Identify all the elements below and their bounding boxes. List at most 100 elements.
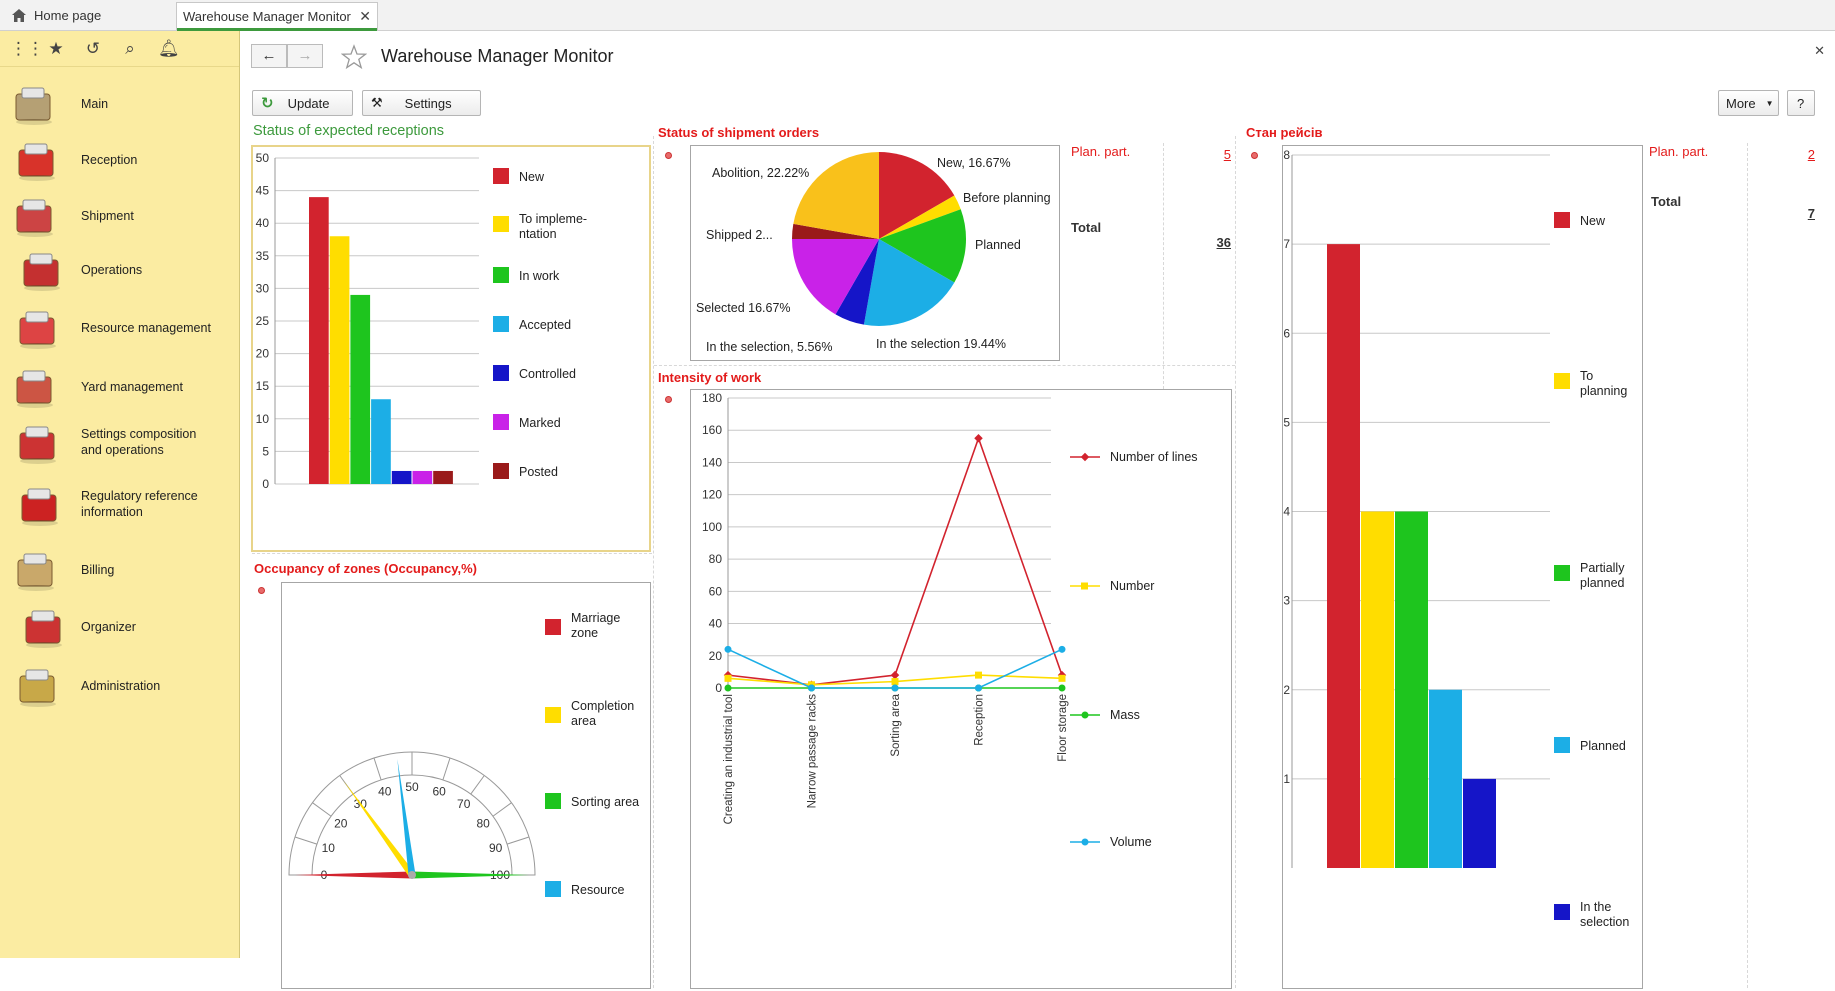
sidebar-item-label: Operations [81,262,142,278]
bar [392,471,412,484]
sidebar-item[interactable]: Settings composition and operations [0,421,240,465]
gauge-tick-label: 70 [457,797,471,811]
legend-swatch [1554,737,1570,753]
sidebar-item[interactable]: Main [0,82,240,126]
tools-icon: ⚒ [371,95,383,111]
gauge-tick-label: 40 [378,784,392,798]
y-tick-label: 160 [702,423,722,437]
sidebar-item[interactable]: Shipment [0,194,240,238]
pie-label: New, 16.67% [937,156,1011,170]
sidebar-item-label: Regulatory reference information [81,488,211,520]
sidebar-item-label: Main [81,96,108,112]
pie-label: Selected 16.67% [696,301,791,315]
y-tick-label: 40 [709,617,723,631]
bar [350,295,370,484]
sidebar-item-label: Shipment [81,208,134,224]
pie-label: In the selection, 5.56% [706,340,832,354]
close-tab-icon[interactable]: ✕ [359,8,371,25]
data-point [725,646,732,653]
y-tick-label: 20 [256,347,270,361]
desk-lamp-icon [12,82,58,126]
y-tick-label: 6 [1283,326,1290,340]
intensity-title: Intensity of work [658,370,761,385]
shipments-total-value[interactable]: 36 [1191,235,1231,250]
shipments-total-label: Total [1071,220,1101,235]
apps-grid-icon[interactable]: ⋮⋮ [10,39,28,59]
legend-label: Sorting area [571,795,639,809]
refresh-indicator-dot [1251,152,1258,159]
settings-button[interactable]: ⚒ Settings [362,90,481,116]
sidebar-item[interactable]: Administration [0,664,240,708]
pie-label: Planned [975,238,1021,252]
y-tick-label: 1 [1283,772,1290,786]
notification-bell-icon[interactable]: 🔔︎ [158,39,176,59]
sidebar-item[interactable]: Organizer [0,605,240,649]
data-point [974,434,982,442]
tab-warehouse-monitor[interactable]: Warehouse Manager Monitor ✕ [176,2,378,30]
trips-plan-value[interactable]: 2 [1775,147,1815,162]
legend-label: Volume [1110,835,1152,849]
legend-label: ntation [519,227,557,241]
sidebar-item[interactable]: Regulatory reference information [0,483,240,527]
legend-label: Partially [1580,561,1625,575]
sidebar-item-label: Yard management [81,379,183,395]
truck-yard-icon [13,365,59,409]
gauge-tick-label: 60 [433,784,447,798]
sidebar-item[interactable]: Billing [0,548,240,592]
sidebar-item[interactable]: Reception [0,138,240,182]
sidebar-item[interactable]: Operations [0,248,240,292]
shipments-title: Status of shipment orders [658,125,819,140]
close-window-icon[interactable]: ✕ [1814,43,1825,59]
search-icon[interactable]: ⌕ [121,39,139,59]
back-button[interactable]: ← [251,44,287,68]
history-icon[interactable]: ↺ [84,39,102,59]
legend-swatch [545,793,561,809]
x-tick-label: Floor storage [1057,694,1069,762]
legend-swatch [493,216,509,232]
bar [1327,244,1360,868]
pie-label: Before planning [963,191,1051,205]
legend-label: Posted [519,465,558,479]
x-tick-label: Creating an industrial tool [723,694,735,824]
legend-label: area [571,714,596,728]
favorites-star-icon[interactable]: ★ [47,39,65,59]
data-point [1059,685,1066,692]
legend-label: Resource [571,883,625,897]
more-dropdown[interactable]: More ▼ [1718,90,1779,116]
sidebar: ⋮⋮ ★ ↺ ⌕ 🔔︎ Main Reception Shipment Operati… [0,31,240,958]
x-tick-label: Reception [974,694,986,746]
forward-button[interactable]: → [287,44,323,68]
bar [433,471,453,484]
data-point [808,685,815,692]
worker-icon [16,306,62,350]
legend-label: In work [519,269,560,283]
home-icon [12,9,26,22]
legend-label: New [519,170,545,184]
legend-swatch [1554,212,1570,228]
bar [1429,690,1462,868]
refresh-icon: ↻ [261,94,274,112]
trips-bar-chart: 87654321NewToplanningPartiallyplannedPla… [1283,146,1642,988]
shipments-plan-value[interactable]: 5 [1191,147,1231,162]
data-point [725,675,732,682]
trips-total-value[interactable]: 7 [1775,206,1815,221]
trips-plan-label: Plan. part. [1649,144,1708,159]
tab-bar: Home page Warehouse Manager Monitor ✕ [0,0,1835,31]
legend-swatch [545,881,561,897]
occupancy-title: Occupancy of zones (Occupancy,%) [254,561,477,576]
y-tick-label: 20 [709,649,723,663]
legend-swatch [493,316,509,332]
update-button[interactable]: ↻ Update [252,90,353,116]
sidebar-item[interactable]: Resource management [0,306,240,350]
y-tick-label: 40 [256,216,270,230]
tab-home[interactable]: Home page [0,0,176,30]
favorite-star-icon[interactable] [341,44,367,70]
y-tick-label: 4 [1283,505,1290,519]
sidebar-item[interactable]: Yard management [0,365,240,409]
gauge-needle [295,872,412,879]
help-button[interactable]: ? [1787,90,1815,116]
occupancy-gauge-chart: 0102030405060708090100MarriagezoneComple… [282,583,650,988]
y-tick-label: 120 [702,488,722,502]
y-tick-label: 25 [256,314,270,328]
